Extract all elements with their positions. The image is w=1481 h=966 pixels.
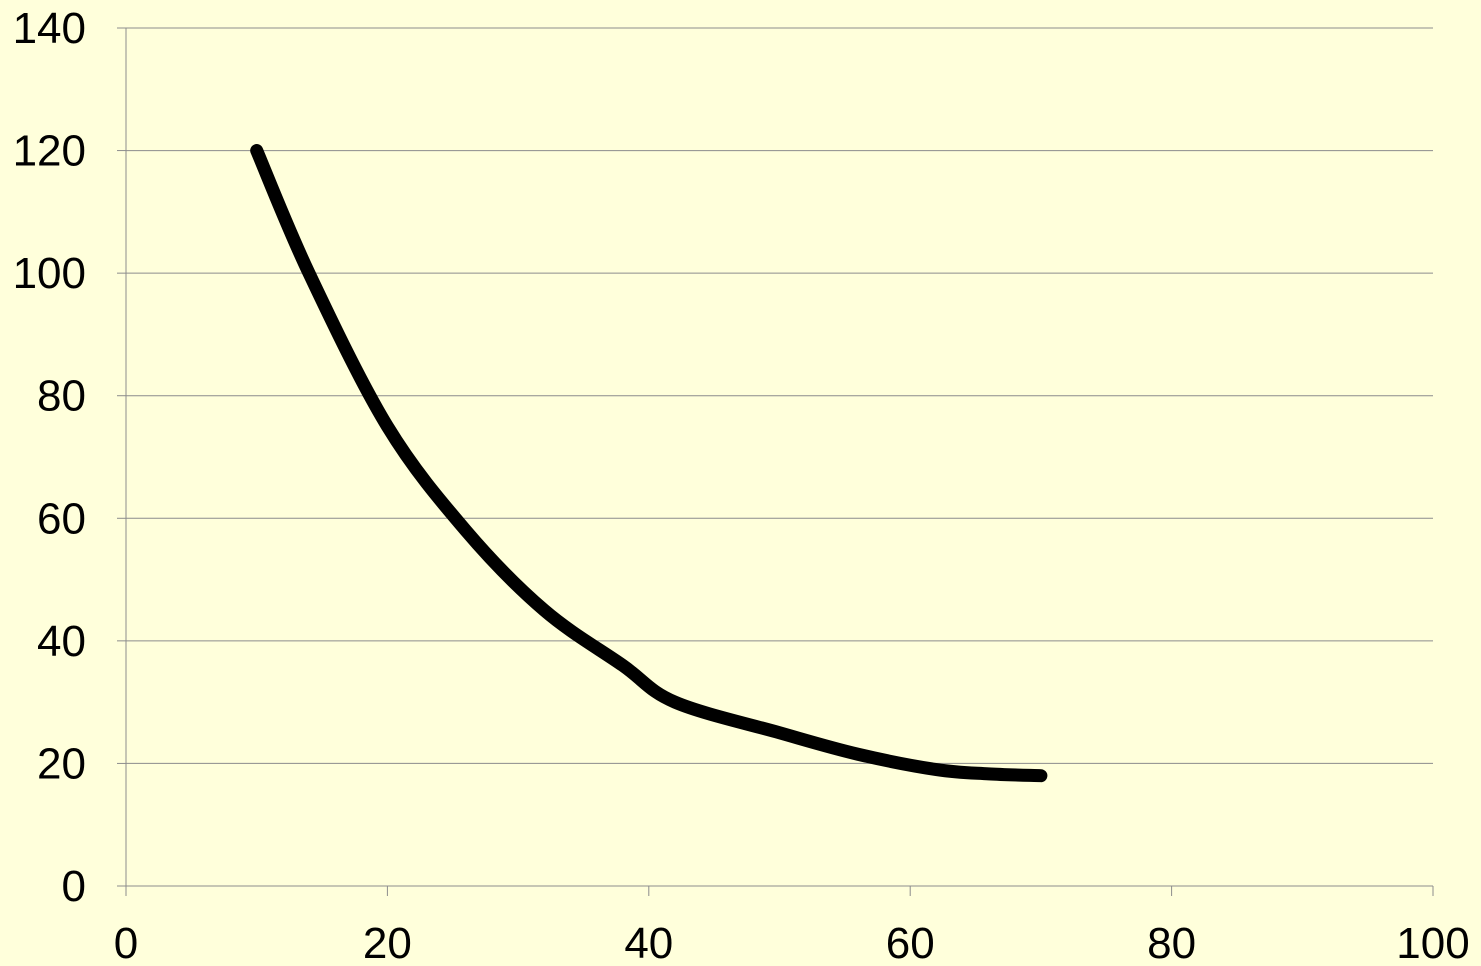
- y-tick-label: 20: [37, 739, 86, 788]
- x-tick-label: 100: [1396, 919, 1469, 966]
- y-tick-label: 60: [37, 494, 86, 543]
- y-tick-label: 100: [13, 249, 86, 298]
- x-tick-label: 40: [624, 919, 673, 966]
- series-line-0: [250, 144, 1048, 783]
- x-tick-label: 60: [886, 919, 935, 966]
- y-tick-label: 40: [37, 617, 86, 666]
- y-tick-label: 80: [37, 372, 86, 421]
- x-tick-label: 20: [363, 919, 412, 966]
- tick-labels: 0 20 40 60 80 100 120 140 0 20 40 60 80 100: [13, 4, 1470, 966]
- axes: [117, 27, 1434, 896]
- series-layer: [250, 144, 1048, 783]
- x-tick-label: 0: [114, 919, 138, 966]
- y-tick-label: 140: [13, 4, 86, 53]
- y-tick-label: 120: [13, 127, 86, 176]
- x-tick-label: 80: [1147, 919, 1196, 966]
- gridlines: [126, 27, 1433, 764]
- y-tick-label: 0: [62, 862, 86, 911]
